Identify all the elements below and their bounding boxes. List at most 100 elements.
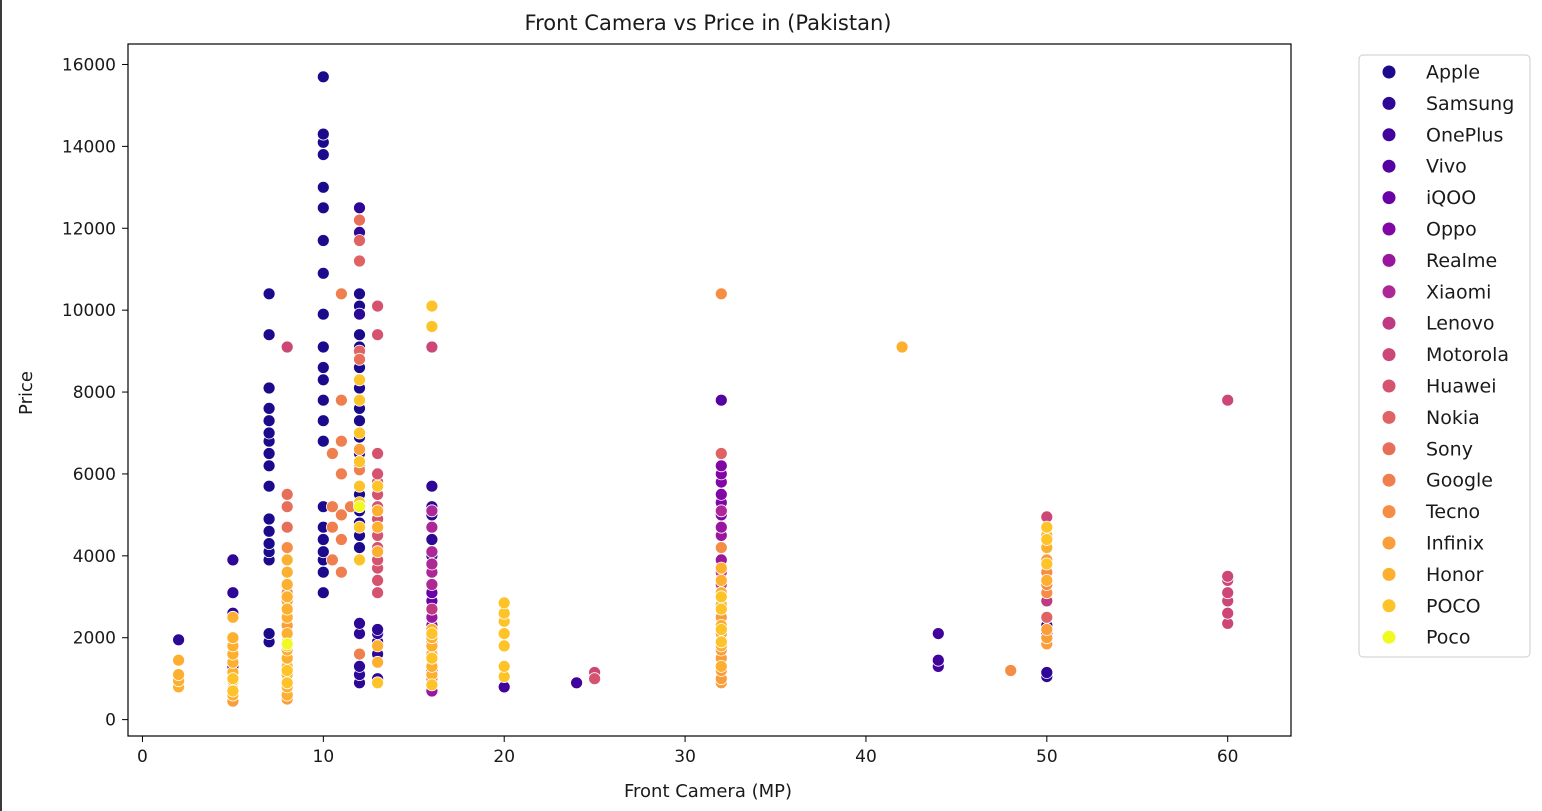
data-point-honor [172, 653, 186, 667]
data-point-apple [262, 328, 276, 342]
data-point-motorola [1221, 569, 1235, 583]
data-point-sony [280, 520, 294, 534]
legend-marker-sony [1382, 442, 1396, 456]
data-point-poco [425, 678, 439, 692]
data-point-oppo [714, 487, 728, 501]
data-point-honor [1040, 574, 1054, 587]
legend-label: Tecno [1425, 501, 1480, 523]
data-point-google [353, 647, 366, 661]
data-point-lenovo [425, 602, 439, 616]
data-point-google [334, 393, 348, 407]
legend-marker-oppo [1382, 222, 1396, 236]
window-left-border [0, 0, 2, 811]
legend-label: POCO [1426, 595, 1481, 617]
legend-marker-nokia [1382, 410, 1396, 424]
data-point-apple [262, 479, 276, 493]
data-point-huawei [371, 447, 385, 460]
legend-label: Huawei [1426, 376, 1496, 398]
data-point-poco [353, 479, 366, 493]
legend-frame [1358, 54, 1531, 658]
legend-marker-apple [1382, 65, 1396, 79]
data-point-tecno [280, 541, 294, 554]
data-point-oneplus [570, 676, 583, 690]
x-tick-label: 60 [1217, 747, 1239, 767]
data-point-xiaomi [425, 578, 439, 591]
data-point-tecno [714, 287, 728, 301]
data-point-apple [262, 414, 276, 428]
data-point-xiaomi [425, 557, 439, 571]
data-point-poco [425, 651, 439, 665]
legend-marker-iqoo [1382, 191, 1396, 205]
data-point-xiaomi [425, 504, 439, 518]
data-point-nokia [353, 254, 366, 268]
legend-marker-samsung [1382, 96, 1396, 110]
y-tick-label: 8000 [73, 383, 116, 403]
data-point-honor [714, 561, 728, 575]
legend-marker-xiaomi [1382, 285, 1396, 299]
data-point-honor [371, 639, 385, 653]
data-point-google [334, 434, 348, 448]
data-point-apple [353, 541, 366, 554]
data-point-poco [280, 676, 294, 690]
y-axis-title: Price [16, 371, 37, 415]
data-point-poco [714, 623, 728, 636]
data-point-apple [316, 373, 330, 387]
data-point-samsung [1040, 666, 1054, 679]
data-point-poco [353, 500, 366, 514]
y-tick-label: 10000 [62, 301, 116, 321]
data-point-apple [353, 328, 366, 342]
data-point-poco [353, 426, 366, 440]
data-point-samsung [172, 633, 186, 647]
data-point-poco [497, 627, 511, 640]
data-point-huawei [371, 328, 385, 342]
data-point-apple [262, 524, 276, 538]
legend-label: Xiaomi [1426, 281, 1491, 303]
y-tick-label: 12000 [62, 219, 116, 239]
data-point-samsung [371, 623, 385, 636]
data-point-poco [353, 455, 366, 469]
x-axis-title: Front Camera (MP) [624, 781, 792, 802]
legend-label: Sony [1426, 438, 1473, 460]
data-point-poco [280, 664, 294, 677]
data-point-huawei [371, 574, 385, 587]
data-point-poco [371, 676, 385, 690]
data-point-apple [316, 414, 330, 428]
legend-marker-vivo [1382, 159, 1396, 173]
legend-marker-infinix [1382, 536, 1396, 550]
data-point-sony [280, 487, 294, 501]
data-point-google [334, 533, 348, 546]
data-point-honor [280, 553, 294, 567]
data-point-honor [280, 602, 294, 616]
x-tick-label: 40 [855, 747, 877, 767]
data-point-honor [226, 631, 240, 645]
data-point-poco [714, 602, 728, 616]
data-point-poco [497, 660, 511, 673]
data-point-xiaomi [425, 545, 439, 559]
legend-label: Lenovo [1426, 313, 1494, 335]
data-point-honor [280, 590, 294, 604]
legend: Apple Samsung OnePlus Vivo iQOO Oppo Realme Xia… [1358, 54, 1531, 658]
data-point-honor [371, 655, 385, 669]
points-layer [172, 70, 1235, 708]
data-point-poco [497, 596, 511, 610]
y-tick-label: 14000 [62, 137, 116, 157]
data-point-honor [371, 504, 385, 518]
data-point-google [325, 553, 339, 567]
x-tick-label: 20 [493, 747, 515, 767]
data-point-samsung [353, 660, 366, 673]
data-point-apple [316, 307, 330, 321]
legend-label: Realme [1426, 250, 1497, 272]
data-point-apple [353, 287, 366, 301]
data-point-sony [280, 500, 294, 514]
data-point-honor [371, 520, 385, 534]
data-point-google [325, 500, 339, 514]
y-tick-label: 2000 [73, 629, 116, 649]
data-point-motorola [1221, 393, 1235, 407]
data-point-tecno [714, 541, 728, 554]
legend-marker-poco [1382, 599, 1396, 613]
data-point-apple [316, 148, 330, 162]
legend-marker-poco [1382, 630, 1396, 644]
data-point-poco [714, 590, 728, 604]
data-point-apple [262, 401, 276, 415]
data-point-apple [353, 414, 366, 428]
